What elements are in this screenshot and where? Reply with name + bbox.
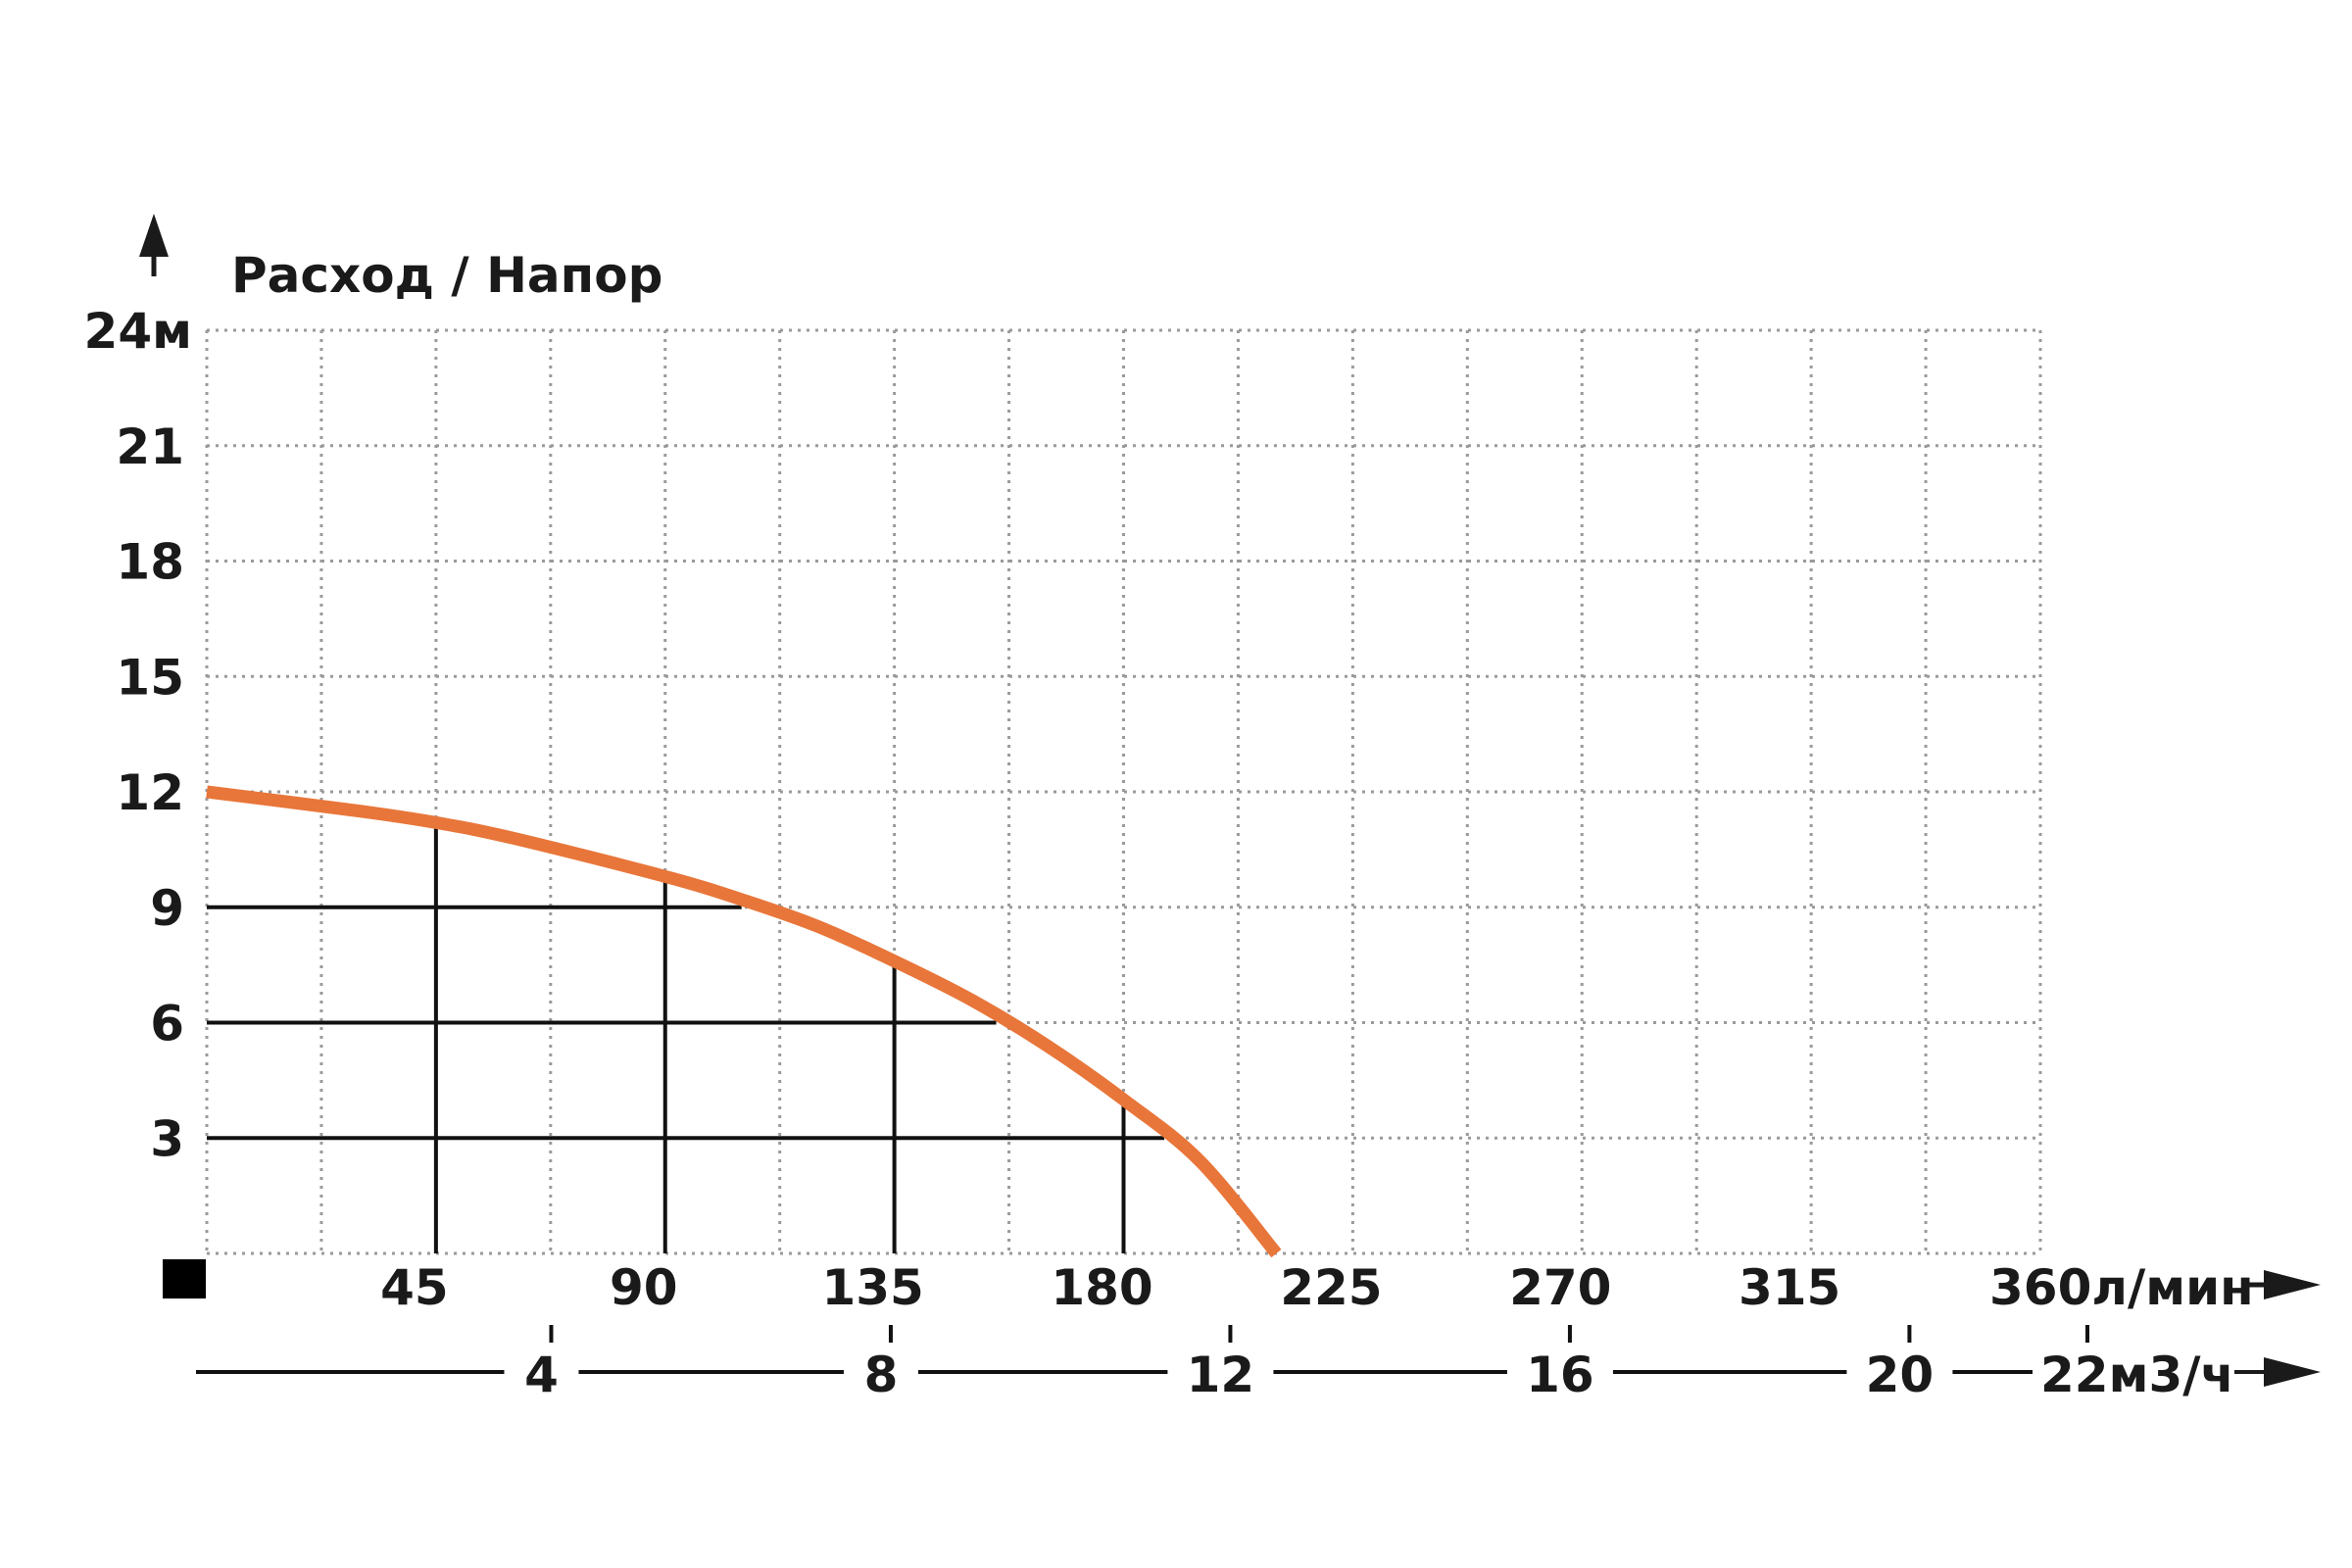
x-tick-label: 315: [1739, 1259, 1840, 1316]
y-tick-labels: 3 6 9 12 15 18 21: [116, 418, 184, 1168]
x-tick-label: 45: [380, 1259, 449, 1316]
origin-marker: [163, 1259, 206, 1298]
series-line: [206, 785, 1282, 1258]
x2-tick-label: 12: [1187, 1347, 1255, 1403]
y-tick-label: 12: [116, 764, 184, 821]
x-axis-arrow-icon: [2264, 1270, 2321, 1299]
y-tick-label: 18: [116, 534, 184, 591]
x-tick-label: 135: [821, 1259, 923, 1316]
chart-title: Расход / Напор: [231, 247, 662, 304]
x-tick-label: 180: [1051, 1259, 1152, 1316]
x2-tick-label: 8: [864, 1347, 899, 1403]
y-axis-top-label: 24м: [84, 303, 192, 360]
x2-axis-end-label: 22м3/ч: [2040, 1347, 2234, 1403]
x-tick-label: 225: [1280, 1259, 1382, 1316]
y-axis-arrow-icon: [139, 214, 169, 257]
x-axis-end-label: 360л/мин: [1989, 1259, 2254, 1316]
y-tick-label: 3: [150, 1110, 184, 1167]
x-tick-label: 90: [610, 1259, 678, 1316]
x2-tick-label: 4: [524, 1347, 559, 1403]
y-tick-label: 15: [116, 649, 184, 706]
y-tick-label: 21: [116, 418, 184, 475]
series-layer: [206, 785, 1282, 1258]
x-tick-labels: 45 90 135 180 225 270 315: [380, 1259, 1840, 1316]
secondary-x-axis: 4 8 12 16 20: [196, 1325, 2089, 1403]
chart-grid: [205, 328, 2042, 1255]
x2-tick-label: 16: [1526, 1347, 1594, 1403]
x2-axis-arrow-icon: [2264, 1357, 2321, 1387]
y-tick-label: 9: [150, 880, 184, 937]
x2-tick-label: 20: [1866, 1347, 1935, 1403]
x-tick-label: 270: [1509, 1259, 1611, 1316]
y-tick-label: 6: [150, 996, 184, 1053]
drop-lines: [207, 822, 1165, 1253]
